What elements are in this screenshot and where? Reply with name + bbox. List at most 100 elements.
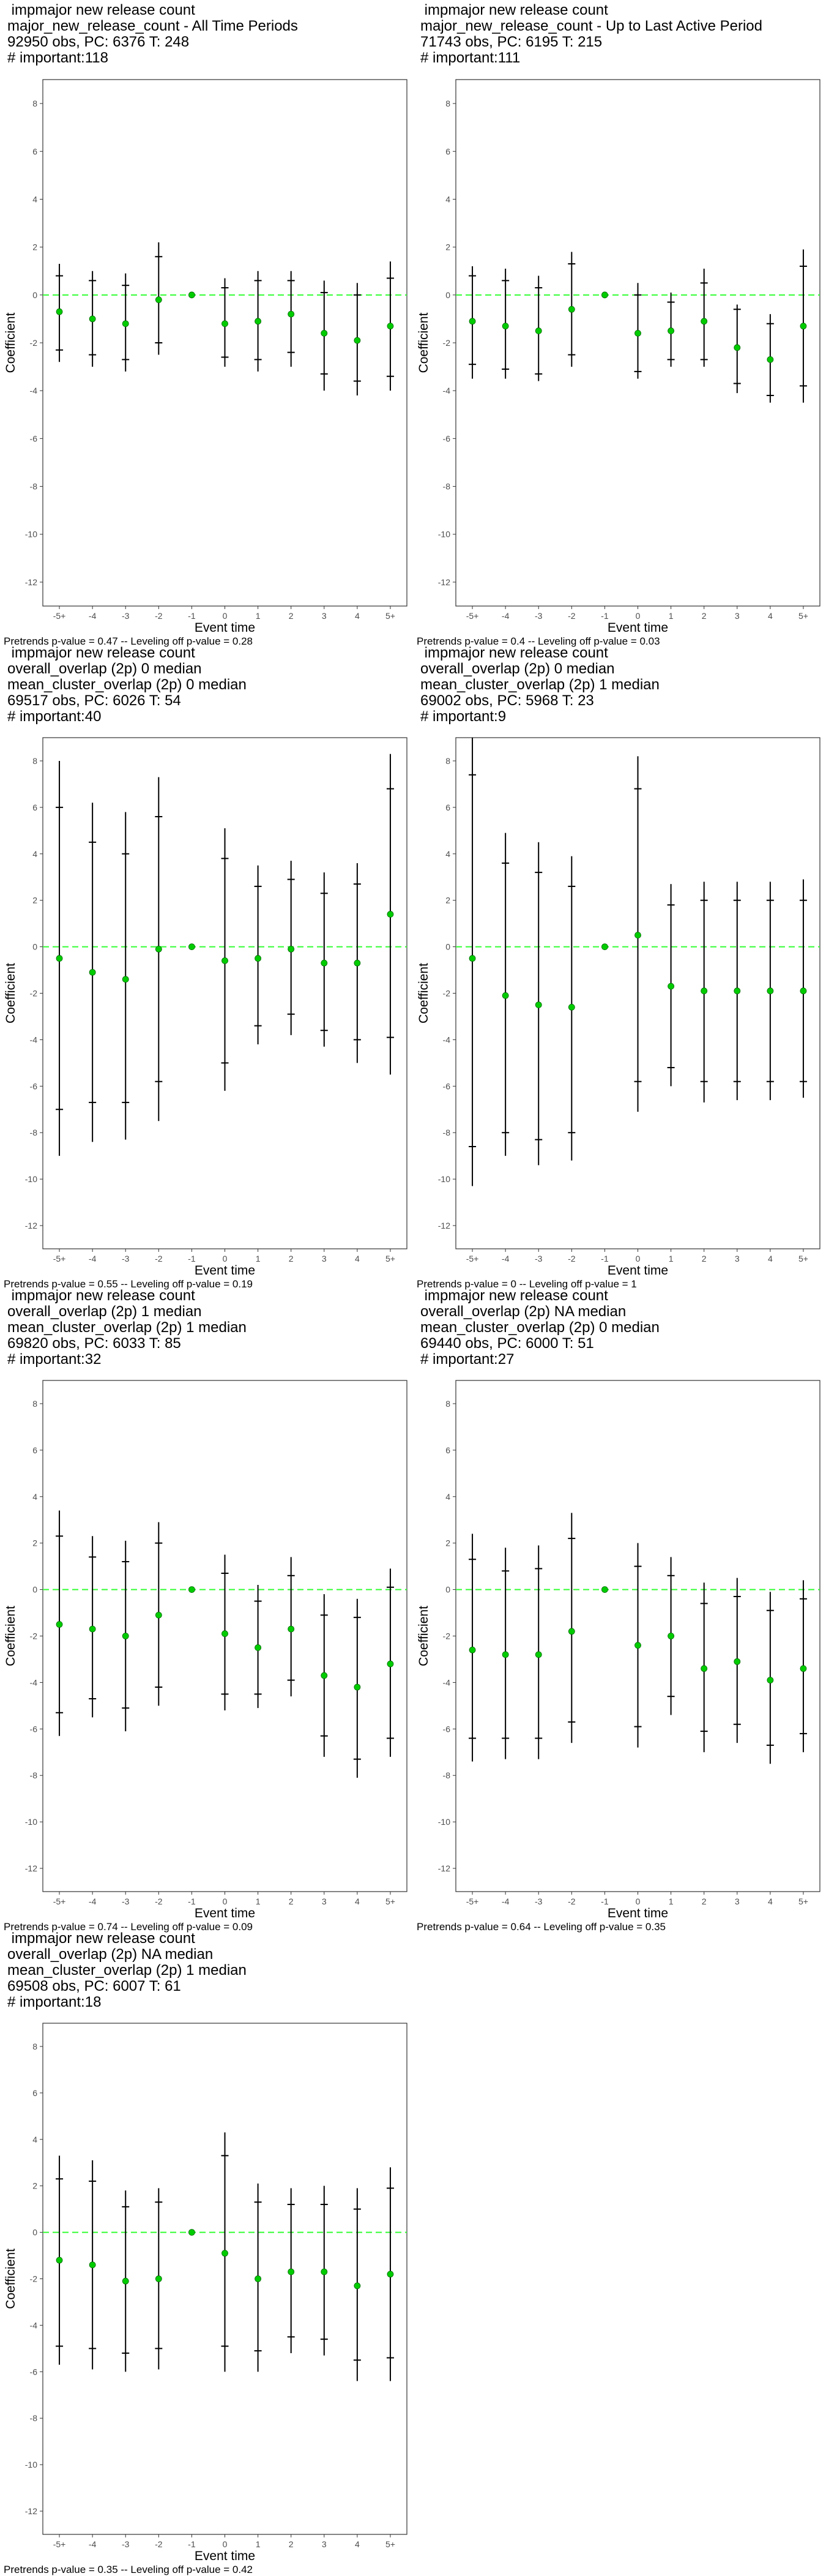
x-tick-label: -5+ xyxy=(53,2539,66,2549)
x-axis-label: Event time xyxy=(608,621,668,635)
y-tick-label: -4 xyxy=(443,1677,451,1687)
x-tick-label: -1 xyxy=(188,1896,196,1906)
point-estimate xyxy=(122,1633,129,1639)
point-estimate xyxy=(56,1621,63,1628)
y-tick-label: 2 xyxy=(32,242,37,252)
y-tick-label: -12 xyxy=(25,577,37,587)
y-tick-label: -8 xyxy=(443,1128,451,1137)
y-tick-label: 4 xyxy=(445,849,450,859)
y-tick-label: -8 xyxy=(443,1770,451,1780)
chart-title: impmajor new release count overall_overla… xyxy=(7,1288,247,1368)
point-estimate xyxy=(255,318,261,325)
y-tick-label: -10 xyxy=(438,1174,450,1184)
y-tick-label: -12 xyxy=(25,1221,37,1230)
chart-footnote: Pretrends p-value = 0.64 -- Leveling off… xyxy=(417,1921,666,1933)
point-estimate xyxy=(89,2261,96,2269)
point-estimate xyxy=(221,320,228,328)
chart-title-line: overall_overlap (2p) 0 median xyxy=(420,661,615,677)
y-tick-label: -2 xyxy=(443,989,451,998)
point-estimate xyxy=(288,2268,295,2275)
point-estimate xyxy=(601,943,608,950)
x-tick-label: -1 xyxy=(188,1254,196,1264)
x-tick-label: -5+ xyxy=(466,611,479,621)
chart-title-line: major_new_release_count - All Time Perio… xyxy=(7,18,298,34)
y-tick-label: -10 xyxy=(438,530,450,539)
point-estimate xyxy=(634,1642,641,1649)
y-tick-label: -6 xyxy=(30,1081,38,1091)
y-tick-label: -4 xyxy=(30,1677,38,1687)
x-tick-label: -2 xyxy=(568,611,576,621)
x-tick-label: -4 xyxy=(89,611,97,621)
x-tick-label: 2 xyxy=(289,611,294,621)
y-tick-label: -10 xyxy=(25,1817,37,1827)
x-tick-label: 0 xyxy=(223,611,228,621)
point-estimate xyxy=(668,983,674,990)
x-axis-label: Event time xyxy=(195,1264,255,1278)
x-tick-label: 2 xyxy=(289,2539,294,2549)
x-tick-label: -5+ xyxy=(53,1896,66,1906)
x-tick-label: 5+ xyxy=(385,2539,395,2549)
chart-title-line: # important:40 xyxy=(7,708,102,725)
point-estimate xyxy=(155,945,162,953)
y-tick-label: -8 xyxy=(30,482,38,492)
chart-footnote: Pretrends p-value = 0.35 -- Leveling off… xyxy=(4,2564,253,2575)
chart-panel: impmajor new release count major_new_rele… xyxy=(413,0,826,647)
y-axis-label: Coefficient xyxy=(4,963,18,1024)
point-estimate xyxy=(701,1665,708,1672)
point-estimate xyxy=(354,2282,361,2290)
chart-title-line: impmajor new release count xyxy=(420,1287,608,1304)
x-tick-label: 1 xyxy=(669,611,674,621)
point-estimate xyxy=(800,323,807,330)
x-tick-label: 1 xyxy=(256,1896,261,1906)
y-tick-label: 8 xyxy=(445,1399,450,1409)
point-estimate xyxy=(502,992,509,999)
y-axis-label: Coefficient xyxy=(4,312,18,373)
point-estimate xyxy=(387,911,394,918)
x-tick-label: 5+ xyxy=(385,1254,395,1264)
chart-title-line: # important:111 xyxy=(420,50,521,66)
chart-title-line: overall_overlap (2p) NA median xyxy=(420,1303,627,1320)
y-tick-label: 0 xyxy=(445,1585,450,1595)
chart-footnote: Pretrends p-value = 0.55 -- Leveling off… xyxy=(4,1278,253,1290)
y-tick-label: 2 xyxy=(32,896,37,905)
chart-footnote: Pretrends p-value = 0.74 -- Leveling off… xyxy=(4,1921,253,1933)
point-estimate xyxy=(800,1665,807,1672)
x-axis-label: Event time xyxy=(195,1906,255,1920)
chart-title-line: mean_cluster_overlap (2p) 1 median xyxy=(7,1962,247,1979)
y-tick-label: -4 xyxy=(30,386,38,395)
x-tick-label: 3 xyxy=(322,611,327,621)
x-tick-label: 3 xyxy=(735,611,740,621)
y-tick-label: 8 xyxy=(445,756,450,766)
x-tick-label: 0 xyxy=(636,1254,641,1264)
chart-title-line: # important:32 xyxy=(7,1351,102,1368)
y-tick-label: -6 xyxy=(443,1081,451,1091)
point-estimate xyxy=(701,987,708,995)
x-tick-label: -1 xyxy=(601,611,609,621)
y-tick-label: -12 xyxy=(438,1221,450,1230)
point-estimate xyxy=(122,320,129,328)
y-tick-label: 8 xyxy=(32,756,37,766)
x-axis-label: Event time xyxy=(195,2549,255,2563)
point-estimate xyxy=(535,328,542,334)
chart-title: impmajor new release count major_new_rele… xyxy=(420,2,762,66)
y-tick-label: 4 xyxy=(445,194,450,204)
chart-title-line: overall_overlap (2p) 0 median xyxy=(7,661,202,677)
x-tick-label: 2 xyxy=(289,1254,294,1264)
point-estimate xyxy=(668,1633,674,1639)
point-estimate xyxy=(221,2250,228,2257)
y-tick-label: 4 xyxy=(445,1492,450,1502)
y-tick-label: -8 xyxy=(30,1128,38,1137)
y-tick-label: -2 xyxy=(30,2274,38,2284)
y-tick-label: 6 xyxy=(445,1445,450,1455)
y-tick-label: -2 xyxy=(30,338,38,348)
chart-title-line: 69508 obs, PC: 6007 T: 61 xyxy=(7,1978,181,1994)
chart-footnote: Pretrends p-value = 0.47 -- Leveling off… xyxy=(4,635,253,647)
chart-title-line: impmajor new release count xyxy=(7,1930,195,1947)
x-tick-label: 0 xyxy=(223,2539,228,2549)
point-estimate xyxy=(734,987,741,995)
point-estimate xyxy=(354,337,361,344)
point-estimate xyxy=(767,356,774,363)
y-tick-label: -2 xyxy=(30,1631,38,1641)
